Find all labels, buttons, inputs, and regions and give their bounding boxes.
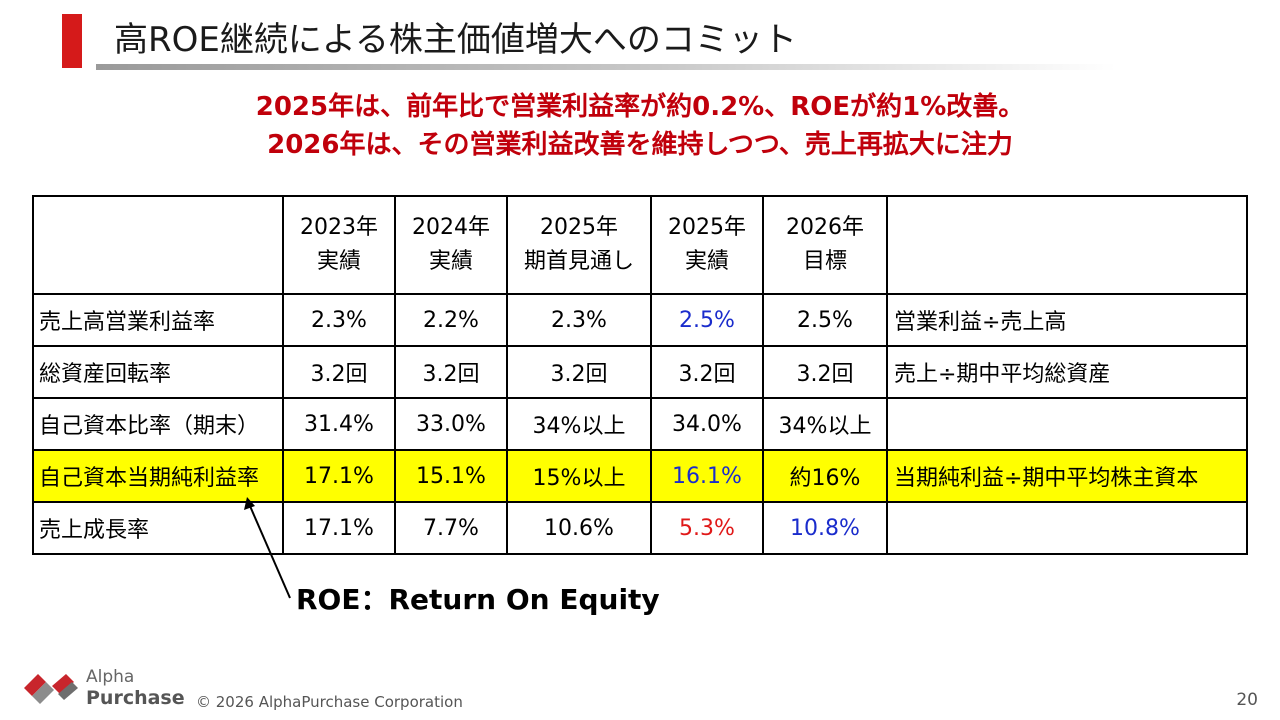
value-cell: 3.2回 — [762, 345, 888, 399]
header-cell: 2026年 目標 — [762, 195, 888, 295]
value-cell: 2.5% — [650, 293, 764, 347]
header-cell-blank — [886, 195, 1248, 295]
formula-note: 営業利益÷売上高 — [886, 293, 1248, 347]
value-cell: 34%以上 — [762, 397, 888, 451]
value-cell: 34.0% — [650, 397, 764, 451]
header-cell: 2025年 期首見通し — [506, 195, 652, 295]
row-label: 売上高営業利益率 — [32, 293, 284, 347]
headline-line-1: 2025年は、前年比で営業利益率が約0.2%、ROEが約1%改善。 — [255, 92, 1025, 122]
value-cell: 16.1% — [650, 449, 764, 503]
row-label: 自己資本比率（期末） — [32, 397, 284, 451]
value-cell: 33.0% — [394, 397, 508, 451]
page-number: 20 — [1236, 690, 1258, 710]
row-label: 売上成長率 — [32, 501, 284, 555]
header-cell: 2023年 実績 — [282, 195, 396, 295]
title-underline — [96, 64, 1116, 70]
title-accent-bar — [62, 14, 82, 68]
value-cell: 2.2% — [394, 293, 508, 347]
brand-name-line1: Alpha — [86, 667, 135, 687]
value-cell: 3.2回 — [506, 345, 652, 399]
value-cell: 3.2回 — [282, 345, 396, 399]
formula-note: 当期純利益÷期中平均株主資本 — [886, 449, 1248, 503]
table-row: 売上成長率 17.1% 7.7% 10.6% 5.3% 10.8% — [32, 501, 1248, 555]
copyright-text: © 2026 AlphaPurchase Corporation — [196, 693, 463, 711]
value-cell: 31.4% — [282, 397, 396, 451]
value-cell: 10.8% — [762, 501, 888, 555]
formula-note — [886, 397, 1248, 451]
value-cell: 17.1% — [282, 449, 396, 503]
value-cell: 7.7% — [394, 501, 508, 555]
value-cell: 34%以上 — [506, 397, 652, 451]
table-row: 自己資本比率（期末） 31.4% 33.0% 34%以上 34.0% 34%以上 — [32, 397, 1248, 451]
header-cell-blank — [32, 195, 284, 295]
value-cell: 約16% — [762, 449, 888, 503]
value-cell: 17.1% — [282, 501, 396, 555]
alphapurchase-logo-icon — [24, 674, 78, 704]
table-row: 総資産回転率 3.2回 3.2回 3.2回 3.2回 3.2回 売上÷期中平均総… — [32, 345, 1248, 399]
value-cell: 2.3% — [282, 293, 396, 347]
row-label: 自己資本当期純利益率 — [32, 449, 284, 503]
header-cell: 2025年 実績 — [650, 195, 764, 295]
value-cell: 15.1% — [394, 449, 508, 503]
value-cell: 10.6% — [506, 501, 652, 555]
value-cell: 15%以上 — [506, 449, 652, 503]
header-cell: 2024年 実績 — [394, 195, 508, 295]
value-cell: 3.2回 — [650, 345, 764, 399]
arrow-head — [244, 497, 255, 510]
page-title: 高ROE継続による株主価値増大へのコミット — [114, 20, 797, 60]
table-row-highlighted: 自己資本当期純利益率 17.1% 15.1% 15%以上 16.1% 約16% … — [32, 449, 1248, 503]
value-cell: 5.3% — [650, 501, 764, 555]
kpi-table: 2023年 実績 2024年 実績 2025年 期首見通し 2025年 実績 2026年… — [32, 195, 1248, 555]
table-row: 売上高営業利益率 2.3% 2.2% 2.3% 2.5% 2.5% 営業利益÷売… — [32, 293, 1248, 347]
callout-line — [249, 505, 291, 599]
value-cell: 2.5% — [762, 293, 888, 347]
formula-note: 売上÷期中平均総資産 — [886, 345, 1248, 399]
headline-line-2: 2026年は、その営業利益改善を維持しつつ、売上再拡大に注力 — [267, 130, 1013, 160]
table-header-row: 2023年 実績 2024年 実績 2025年 期首見通し 2025年 実績 2026年… — [32, 195, 1248, 295]
brand-name-line2: Purchase — [86, 687, 185, 709]
roe-definition-note: ROE：Return On Equity — [296, 583, 660, 616]
row-label: 総資産回転率 — [32, 345, 284, 399]
value-cell: 2.3% — [506, 293, 652, 347]
formula-note — [886, 501, 1248, 555]
value-cell: 3.2回 — [394, 345, 508, 399]
